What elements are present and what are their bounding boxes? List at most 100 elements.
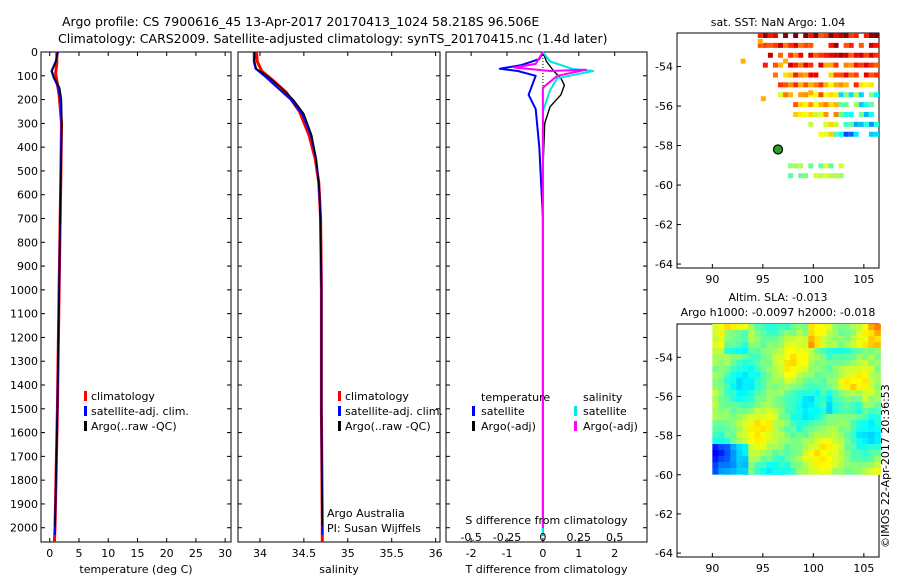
sst-cell bbox=[808, 62, 814, 68]
sla-cell bbox=[862, 336, 869, 343]
sla-cell bbox=[718, 444, 725, 451]
sla-cell bbox=[754, 456, 761, 463]
sst-cell bbox=[813, 82, 819, 88]
sst-cell bbox=[783, 42, 789, 48]
sla-cell bbox=[748, 378, 755, 385]
sla-cell bbox=[838, 402, 845, 409]
sla-cell bbox=[838, 414, 845, 421]
sla-cell bbox=[748, 366, 755, 373]
sla-cell bbox=[862, 348, 869, 355]
sla-cell bbox=[862, 462, 869, 469]
y-tick-label: -60 bbox=[655, 469, 673, 482]
sla-cell bbox=[760, 456, 767, 463]
sst-cell bbox=[828, 102, 834, 108]
sla-cell bbox=[802, 450, 809, 457]
sla-cell bbox=[874, 390, 881, 397]
sst-cell bbox=[818, 163, 824, 169]
sla-cell bbox=[874, 438, 881, 445]
top-tick-label: -0.5 bbox=[460, 531, 481, 544]
y-tick-label: 100 bbox=[17, 70, 38, 83]
sla-cell bbox=[850, 324, 857, 331]
sla-cell bbox=[826, 324, 833, 331]
sst-cell bbox=[833, 33, 839, 38]
sla-cell bbox=[832, 408, 839, 415]
sla-cell bbox=[766, 342, 773, 349]
sst-cell bbox=[848, 42, 854, 48]
sla-cell bbox=[838, 378, 845, 385]
sst-cell bbox=[793, 33, 799, 38]
sla-cell bbox=[844, 336, 851, 343]
sla-cell bbox=[778, 396, 785, 403]
x-tick-label: 100 bbox=[803, 562, 824, 575]
sla-cell bbox=[832, 330, 839, 337]
y-tick-label: -54 bbox=[655, 61, 673, 74]
sst-cell bbox=[873, 52, 879, 58]
sst-cell bbox=[813, 33, 819, 38]
sst-cell bbox=[793, 163, 799, 169]
sla-cell bbox=[802, 468, 809, 475]
sla-cell bbox=[832, 468, 839, 475]
sst-cell bbox=[828, 163, 834, 169]
sla-cell bbox=[796, 330, 803, 337]
plot-frame bbox=[237, 51, 441, 543]
sst-cell bbox=[838, 102, 844, 108]
sla-cell bbox=[718, 468, 725, 475]
y-tick-label: 1600 bbox=[10, 427, 38, 440]
sst-cell bbox=[813, 52, 819, 58]
sla-cell bbox=[760, 390, 767, 397]
figure-title-line2: Climatology: CARS2009. Satellite-adjuste… bbox=[58, 31, 608, 46]
sla-cell bbox=[760, 414, 767, 421]
sla-cell bbox=[850, 426, 857, 433]
sst-cell bbox=[783, 33, 789, 38]
sla-cell bbox=[718, 336, 725, 343]
sst-cell bbox=[868, 62, 874, 68]
sla-cell bbox=[832, 414, 839, 421]
sst-cell bbox=[818, 52, 824, 58]
sla-cell bbox=[868, 396, 875, 403]
sla-cell bbox=[796, 360, 803, 367]
sla-cell bbox=[778, 330, 785, 337]
sla-cell bbox=[814, 354, 821, 361]
sla-cell bbox=[826, 426, 833, 433]
plot-frame bbox=[445, 51, 648, 543]
x-tick-label: 34.5 bbox=[292, 547, 317, 560]
x-tick-label: 0 bbox=[46, 547, 53, 560]
sla-cell bbox=[868, 414, 875, 421]
sla-cell bbox=[736, 432, 743, 439]
sst-cell bbox=[823, 52, 829, 58]
sla-cell bbox=[862, 366, 869, 373]
sla-cell bbox=[820, 438, 827, 445]
sla-cell bbox=[868, 468, 875, 475]
sla-cell bbox=[856, 330, 863, 337]
sst-cell bbox=[838, 82, 844, 88]
sla-cell bbox=[856, 396, 863, 403]
sst-cell bbox=[838, 111, 844, 117]
y-tick-label: 1100 bbox=[10, 308, 38, 321]
sst-cell bbox=[798, 163, 804, 169]
sla-cell bbox=[748, 384, 755, 391]
sla-cell bbox=[826, 348, 833, 355]
sla-cell bbox=[784, 372, 791, 379]
x-axis-label: salinity bbox=[319, 563, 359, 576]
sla-cell bbox=[844, 372, 851, 379]
sst-cell bbox=[853, 121, 859, 127]
sla-cell bbox=[826, 372, 833, 379]
sla-cell bbox=[832, 432, 839, 439]
sst-cell bbox=[757, 42, 763, 48]
sst-cell bbox=[818, 82, 824, 88]
sla-cell bbox=[760, 444, 767, 451]
sla-cell bbox=[730, 450, 737, 457]
sla-cell bbox=[874, 354, 881, 361]
sla-cell bbox=[730, 378, 737, 385]
sst-cell bbox=[848, 92, 854, 98]
sst-cell bbox=[828, 52, 834, 58]
legend-label: climatology bbox=[91, 390, 155, 403]
sla-cell bbox=[730, 396, 737, 403]
sla-cell bbox=[730, 330, 737, 337]
sla-cell bbox=[802, 360, 809, 367]
sla-cell bbox=[874, 414, 881, 421]
sla-cell bbox=[826, 414, 833, 421]
sla-cell bbox=[736, 456, 743, 463]
x-tick-label: 25 bbox=[189, 547, 203, 560]
sla-cell bbox=[868, 360, 875, 367]
